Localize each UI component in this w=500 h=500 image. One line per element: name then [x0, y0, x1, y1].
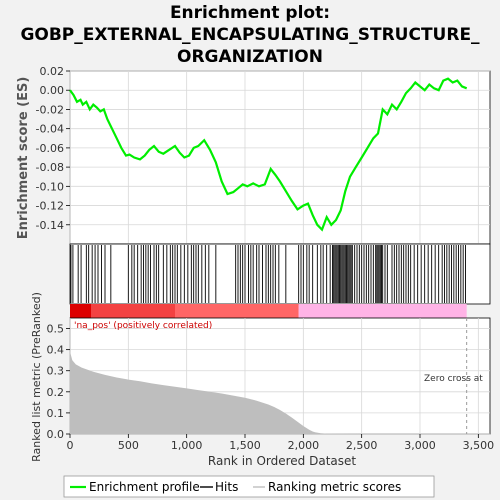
legend-hits-label: Hits — [215, 480, 238, 494]
metric-x-tick-label: 2,500 — [346, 439, 378, 452]
metric-y-tick-label: 0.4 — [47, 344, 65, 357]
es-y-tick-label: -0.08 — [36, 161, 64, 174]
legend-es-label: Enrichment profile — [89, 480, 200, 494]
es-y-tick-label: -0.10 — [36, 180, 64, 193]
legend-metric-label: Ranking metric scores — [268, 480, 401, 494]
metric-x-tick-label: 1,000 — [171, 439, 203, 452]
metric-x-ticks: 0 500 1,000 1,500 2,000 2,500 3,000 3,500 — [67, 434, 495, 452]
metric-x-tick-label: 0 — [67, 439, 74, 452]
plot-title-line3: ORGANIZATION — [177, 47, 323, 67]
metric-y-tick-label: 0.3 — [47, 365, 65, 378]
metric-y-tick-label: 0.5 — [47, 323, 65, 336]
metric-x-tick-label: 500 — [118, 439, 139, 452]
es-y-tick-label: 0.02 — [40, 65, 65, 78]
metric-x-tick-label: 3,000 — [404, 439, 436, 452]
es-y-tick-label: 0.00 — [40, 84, 65, 97]
es-y-tick-label: -0.06 — [36, 142, 64, 155]
es-y-axis-label: Enrichment score (ES) — [16, 77, 31, 240]
metric-x-axis-label: Rank in Ordered Dataset — [208, 454, 356, 468]
zero-cross-label: Zero cross at — [424, 374, 483, 384]
enrichment-profile-line — [69, 77, 468, 232]
metric-x-tick-label: 1,500 — [229, 439, 261, 452]
es-y-tick-label: -0.14 — [36, 219, 64, 232]
legend-box — [63, 475, 435, 498]
hits-panel-background — [69, 243, 491, 305]
es-grid — [69, 70, 490, 244]
metric-y-ticks: 0.0 0.1 0.2 0.3 0.4 0.5 — [47, 323, 70, 441]
ranking-metric-area — [70, 347, 467, 434]
plot-title-line2: GOBP_EXTERNAL_ENCAPSULATING_STRUCTURE_ — [20, 25, 480, 45]
es-y-tick-label: -0.12 — [36, 200, 64, 213]
pos-correlated-label: 'na_pos' (positively correlated) — [74, 321, 212, 331]
metric-y-axis-label: Ranked list metric (PreRanked) — [30, 292, 43, 462]
colorbar-positive-strong — [70, 304, 91, 318]
metric-y-tick-label: 0.1 — [47, 407, 65, 420]
es-y-ticks: 0.02 0.00 -0.02 -0.04 -0.06 -0.08 -0.10 -0.12 -0… — [36, 65, 70, 232]
rank-color-bar — [70, 304, 467, 318]
metric-y-tick-label: 0.0 — [47, 428, 65, 441]
colorbar-negative — [298, 304, 467, 318]
colorbar-positive-mid — [91, 304, 175, 318]
es-y-tick-label: -0.02 — [36, 103, 64, 116]
metric-x-tick-label: 3,500 — [463, 439, 495, 452]
plot-title-line1: Enrichment plot: — [170, 3, 330, 23]
hits-marks — [70, 245, 466, 303]
es-y-tick-label: -0.04 — [36, 123, 64, 136]
metric-x-tick-label: 2,000 — [288, 439, 320, 452]
metric-y-tick-label: 0.2 — [47, 386, 65, 399]
